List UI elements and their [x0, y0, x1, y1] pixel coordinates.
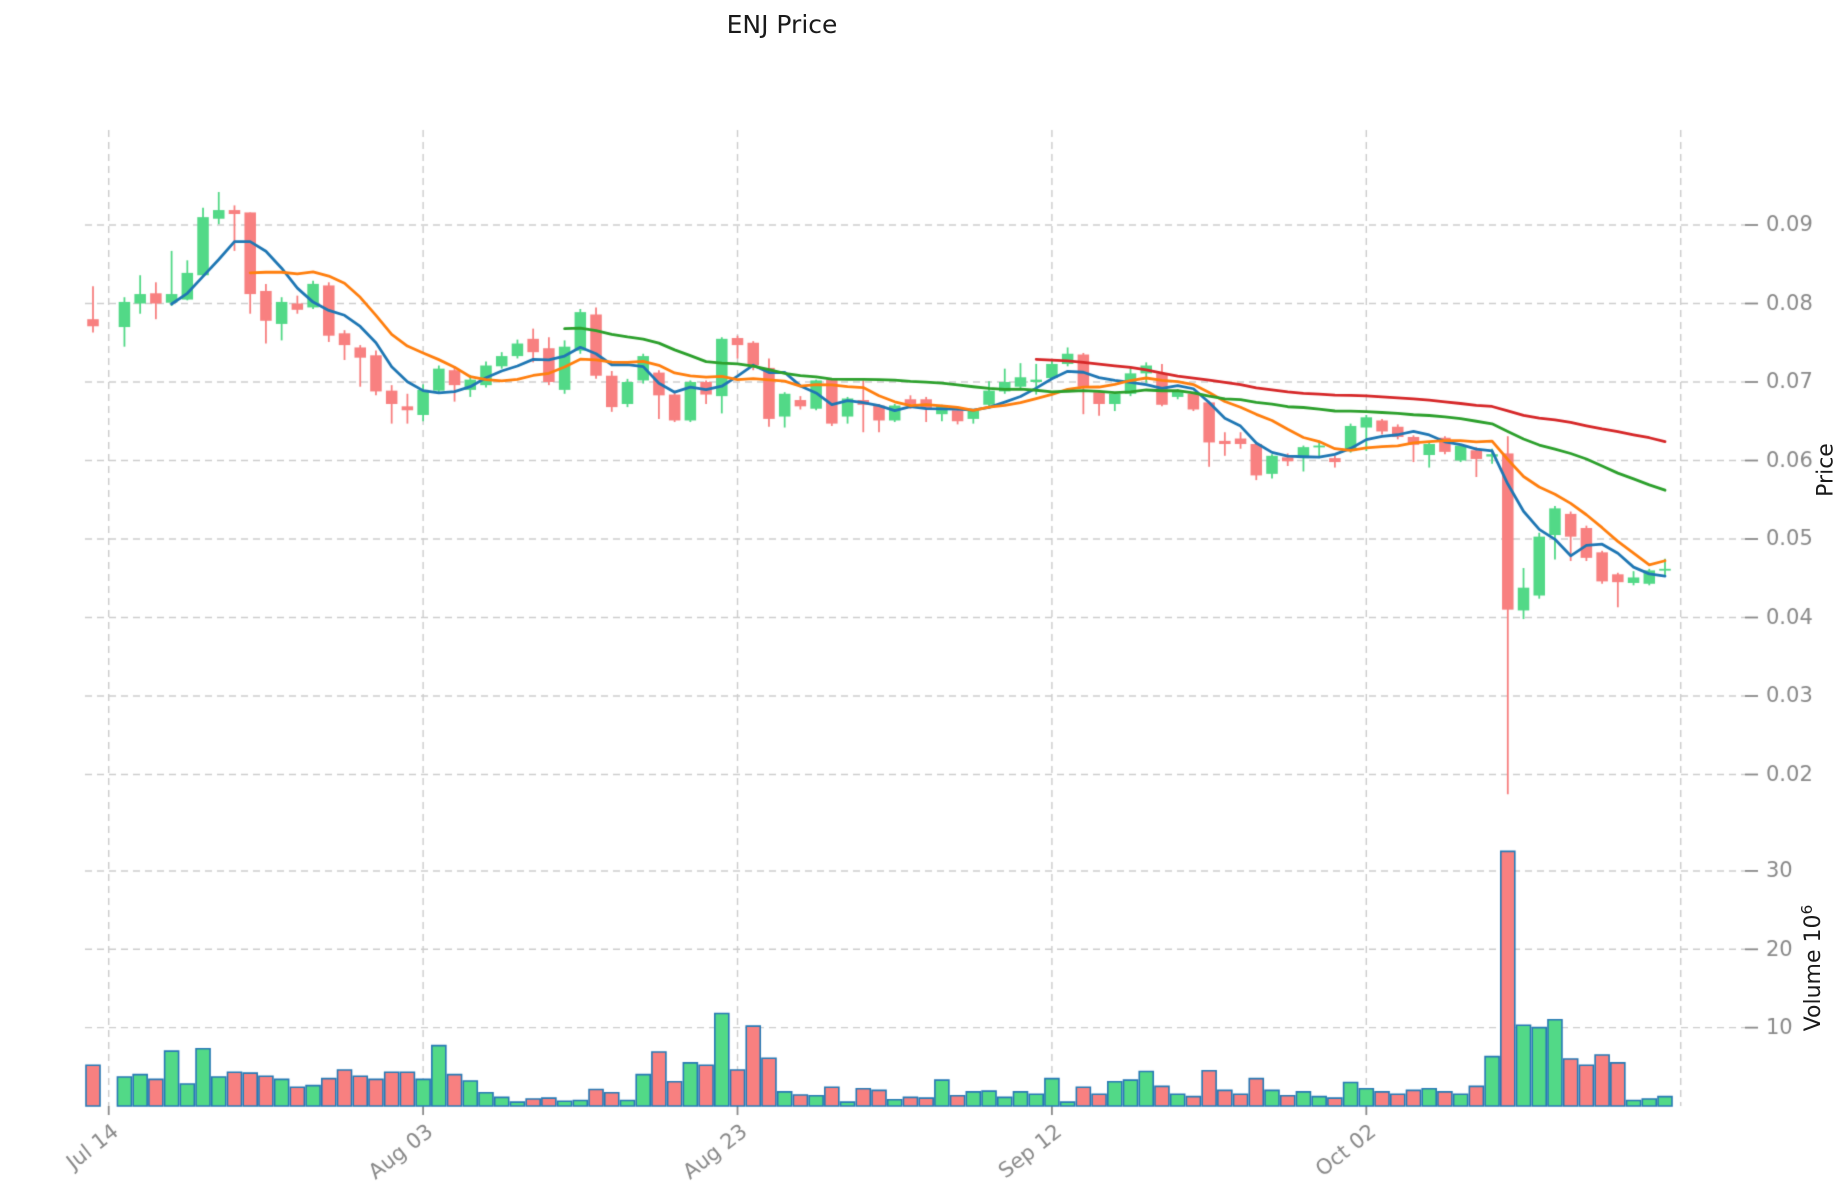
- chart-title: ENJ Price: [726, 10, 838, 39]
- volume-axis-title: Volume 106: [1798, 905, 1826, 1032]
- volume-axis-title-text: Volume 10: [1801, 914, 1827, 1032]
- price-axis-title: Price: [1814, 443, 1839, 497]
- volume-axis-exponent: 6: [1797, 904, 1816, 915]
- price-axis-title-text: Price: [1813, 443, 1839, 497]
